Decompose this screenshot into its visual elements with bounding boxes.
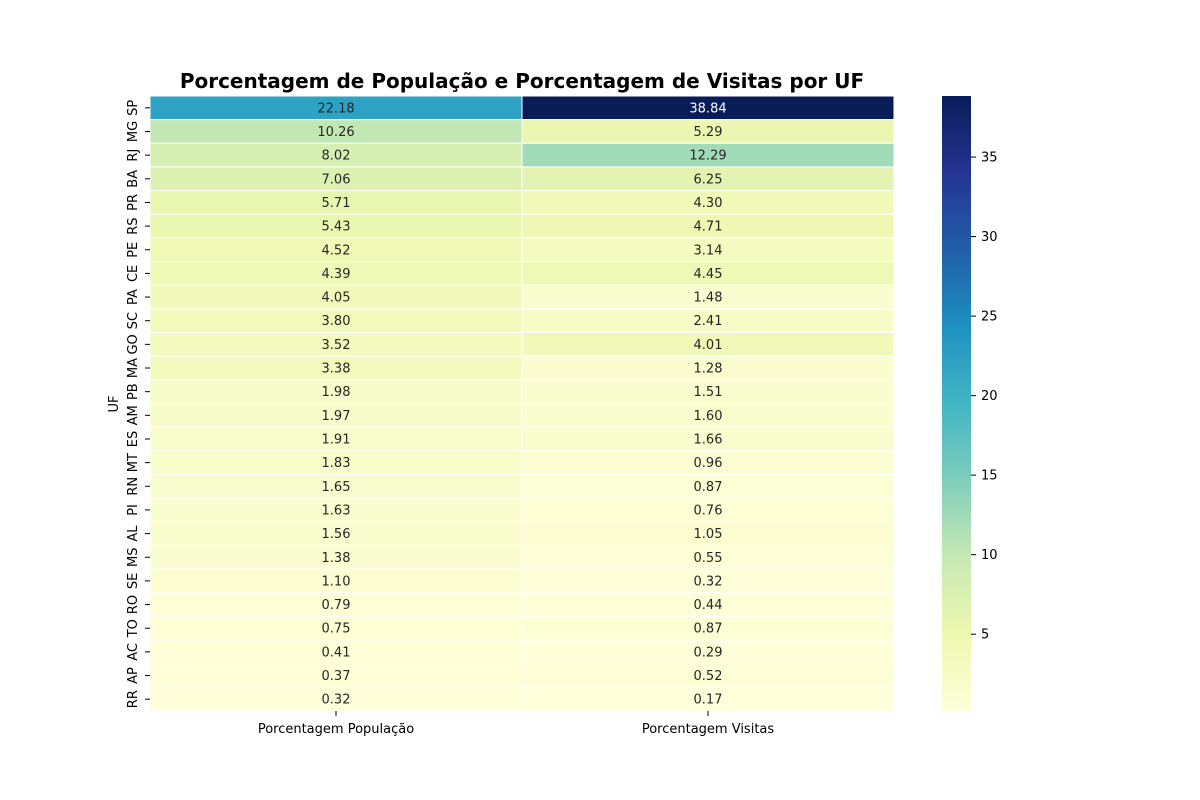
y-tick-label: RR	[126, 690, 141, 708]
cell-value-label: 1.38	[322, 551, 351, 566]
cell-value-label: 5.71	[322, 196, 351, 211]
y-tick-label: PR	[126, 194, 141, 211]
chart-title: Porcentagem de População e Porcentagem d…	[180, 69, 864, 93]
y-tick-label: TO	[126, 619, 141, 638]
y-tick-label: RS	[126, 217, 141, 234]
cell-value-label: 0.29	[694, 645, 723, 660]
y-tick-label: PI	[126, 504, 141, 516]
cell-value-label: 1.05	[694, 527, 723, 542]
cell-value-label: 0.41	[322, 645, 351, 660]
cell-value-label: 4.52	[322, 243, 351, 258]
colorbar-tick-label: 15	[981, 469, 998, 484]
y-tick-label: RO	[126, 595, 141, 614]
cell-value-label: 0.52	[694, 669, 723, 684]
cell-value-label: 5.29	[694, 125, 723, 140]
cell-value-label: 5.43	[322, 220, 351, 235]
cell-value-label: 4.39	[322, 267, 351, 282]
cell-value-label: 7.06	[322, 172, 351, 187]
cell-value-label: 0.75	[322, 622, 351, 637]
cell-value-label: 8.02	[322, 149, 351, 164]
cell-value-label: 0.96	[694, 456, 723, 471]
cell-value-label: 12.29	[689, 149, 726, 164]
cell-value-label: 1.91	[322, 432, 351, 447]
cell-value-label: 1.65	[322, 480, 351, 495]
cell-value-label: 1.97	[322, 409, 351, 424]
y-tick-label: PB	[126, 383, 141, 400]
cell-value-label: 1.66	[694, 432, 723, 447]
cell-value-label: 1.83	[322, 456, 351, 471]
y-tick-label: SE	[126, 573, 141, 589]
y-tick-labels: SP MG RJ BA PR RS PE CE PA SC GO MA PB AM ES MT RN PI AL MS…	[126, 100, 150, 708]
colorbar-tick-label: 25	[981, 310, 998, 325]
cell-value-label: 3.14	[694, 243, 723, 258]
y-tick-label: MS	[126, 548, 141, 567]
cell-value-label: 4.01	[694, 338, 723, 353]
cell-value-label: 0.17	[694, 693, 723, 708]
cell-value-label: 0.32	[694, 574, 723, 589]
cell-value-label: 1.98	[322, 385, 351, 400]
cell-value-label: 1.10	[322, 574, 351, 589]
cell-value-label: 3.80	[322, 314, 351, 329]
y-tick-label: AL	[126, 525, 141, 542]
colorbar-tick-label: 5	[981, 628, 989, 643]
cell-value-label: 1.63	[322, 503, 351, 518]
cell-value-label: 10.26	[317, 125, 354, 140]
cell-value-label: 22.18	[317, 101, 354, 116]
y-tick-label: GO	[126, 334, 141, 354]
colorbar-tick-label: 35	[981, 151, 998, 166]
y-tick-label: MG	[126, 121, 141, 142]
heatmap-cells: 22.18 38.84 10.26 5.29 8.02 12.29 7.06 6.25 5.71…	[149, 95, 895, 712]
cell-value-label: 1.60	[694, 409, 723, 424]
y-tick-label: ES	[126, 431, 141, 447]
cell-value-label: 4.45	[694, 267, 723, 282]
cell-value-label: 2.41	[694, 314, 723, 329]
colorbar-tick-label: 20	[981, 389, 998, 404]
cell-value-label: 4.30	[694, 196, 723, 211]
colorbar-ticks: 5 10 15 20 25 30 35	[971, 151, 998, 643]
y-tick-label: RJ	[126, 149, 141, 162]
y-tick-label: PA	[126, 289, 141, 305]
y-axis-label: UF	[107, 396, 122, 413]
y-tick-label: AM	[126, 405, 141, 425]
cell-value-label: 38.84	[689, 101, 726, 116]
cell-value-label: 1.56	[322, 527, 351, 542]
y-tick-label: PE	[126, 242, 141, 258]
cell-value-label: 1.48	[694, 291, 723, 306]
colorbar-tick-label: 10	[981, 548, 998, 563]
y-tick-label: SC	[126, 312, 141, 329]
cell-value-label: 4.05	[322, 291, 351, 306]
cell-value-label: 0.37	[322, 669, 351, 684]
y-tick-label: MA	[126, 358, 141, 378]
x-tick-label: Porcentagem Visitas	[642, 722, 775, 737]
cell-value-label: 0.55	[694, 551, 723, 566]
cell-value-label: 1.28	[694, 362, 723, 377]
y-tick-label: MT	[126, 453, 141, 472]
colorbar	[942, 96, 971, 711]
y-tick-label: CE	[126, 265, 141, 282]
x-tick-labels: Porcentagem População Porcentagem Visitas	[258, 711, 775, 737]
y-tick-label: SP	[126, 100, 141, 116]
cell-value-label: 0.87	[694, 622, 723, 637]
y-tick-label: RN	[126, 477, 141, 496]
colorbar-tick-label: 30	[981, 230, 998, 245]
y-tick-label: AP	[126, 667, 141, 684]
cell-value-label: 0.32	[322, 693, 351, 708]
cell-value-label: 1.51	[694, 385, 723, 400]
y-tick-label: BA	[126, 170, 141, 188]
cell-value-label: 6.25	[694, 172, 723, 187]
cell-value-label: 0.44	[694, 598, 723, 613]
cell-value-label: 0.79	[322, 598, 351, 613]
cell-value-label: 0.76	[694, 503, 723, 518]
cell-value-label: 4.71	[694, 220, 723, 235]
cell-value-label: 0.87	[694, 480, 723, 495]
x-tick-label: Porcentagem População	[258, 722, 414, 737]
y-tick-label: AC	[126, 643, 141, 661]
cell-value-label: 3.38	[322, 362, 351, 377]
cell-value-label: 3.52	[322, 338, 351, 353]
